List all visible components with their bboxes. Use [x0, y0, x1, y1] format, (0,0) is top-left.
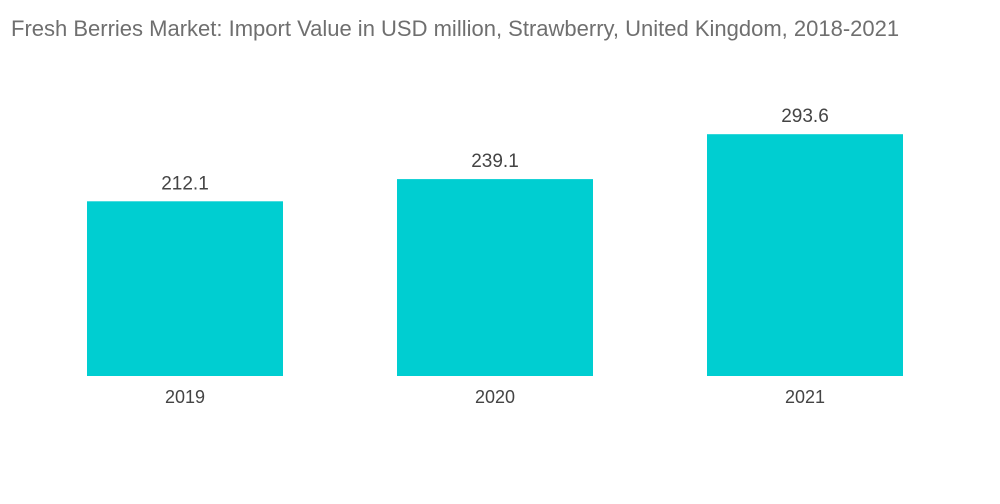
- data-label-2021: 293.6: [781, 106, 829, 127]
- bar-2021: [707, 134, 903, 376]
- bar-2020: [397, 179, 593, 376]
- bar-2019: [87, 201, 283, 376]
- x-axis-ticks-layer: 2019 2020 2021: [165, 387, 825, 407]
- x-tick-label-2020: 2020: [475, 387, 515, 407]
- data-label-2020: 239.1: [471, 151, 519, 172]
- chart-title: Fresh Berries Market: Import Value in US…: [11, 16, 900, 41]
- x-tick-label-2021: 2021: [785, 387, 825, 407]
- data-label-2019: 212.1: [161, 173, 209, 194]
- x-tick-label-2019: 2019: [165, 387, 205, 407]
- value-labels-layer: 212.1 239.1 293.6: [161, 106, 829, 194]
- bars-layer: [87, 134, 903, 376]
